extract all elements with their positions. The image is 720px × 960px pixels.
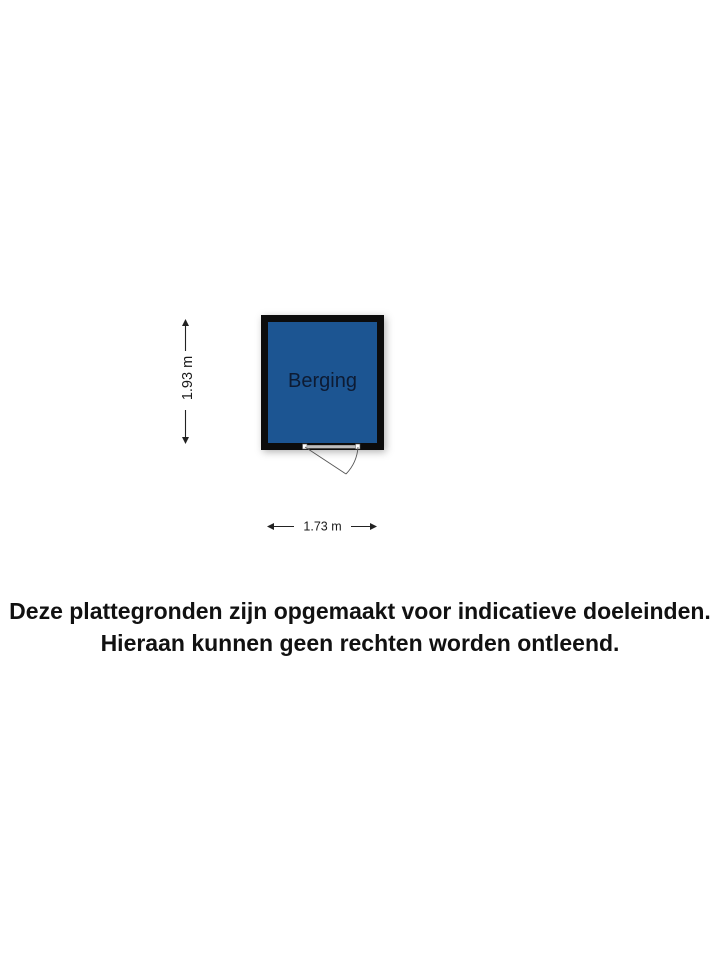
svg-text:1.73 m: 1.73 m: [303, 520, 341, 534]
